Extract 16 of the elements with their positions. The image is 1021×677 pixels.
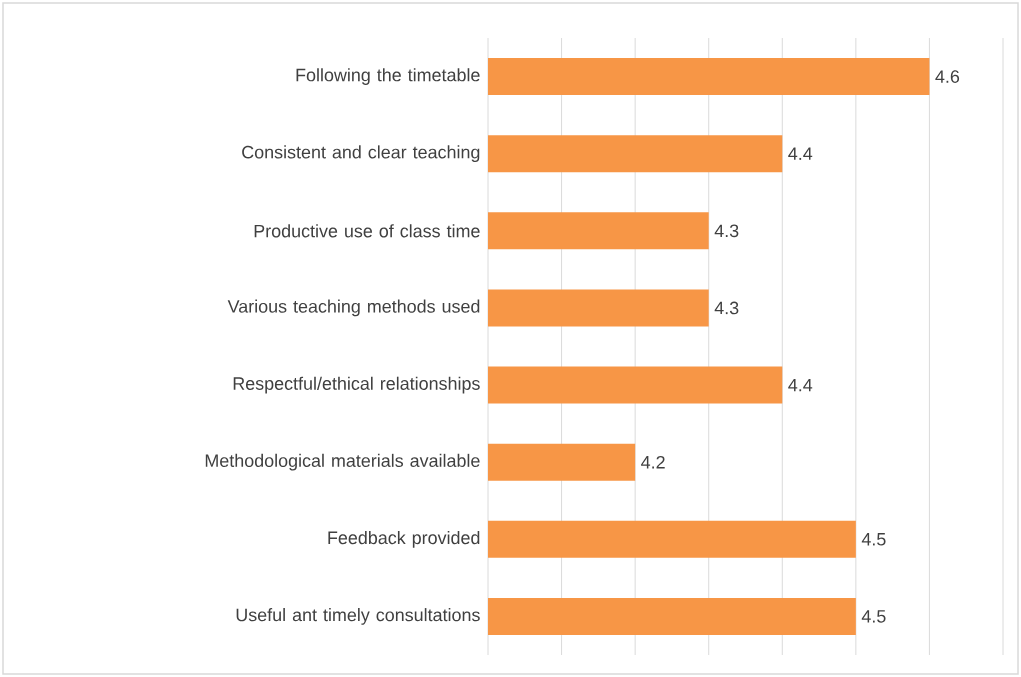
- data-label: 4.4: [788, 147, 813, 160]
- data-label: 4.3: [714, 301, 739, 315]
- y-tick-label: Various teaching methods used: [227, 299, 480, 317]
- data-label: 4.5: [861, 533, 886, 546]
- y-tick-label: Methodological materials available: [205, 453, 480, 471]
- y-tick-label: Respectful/ethical relationships: [233, 376, 480, 394]
- data-label: 4.2: [641, 455, 665, 469]
- y-tick-label: Consistent and clear teaching: [242, 145, 480, 163]
- y-tick-label: Following the timetable: [296, 68, 480, 85]
- data-label: 4.6: [935, 70, 960, 83]
- data-label: 4.4: [788, 378, 813, 392]
- y-tick-label: Productive use of class time: [254, 224, 480, 238]
- data-label: 4.5: [861, 610, 886, 623]
- data-label: 4.3: [714, 224, 739, 238]
- y-tick-label: Feedback provided: [328, 530, 480, 548]
- y-tick-label: Useful ant timely consultations: [236, 608, 480, 625]
